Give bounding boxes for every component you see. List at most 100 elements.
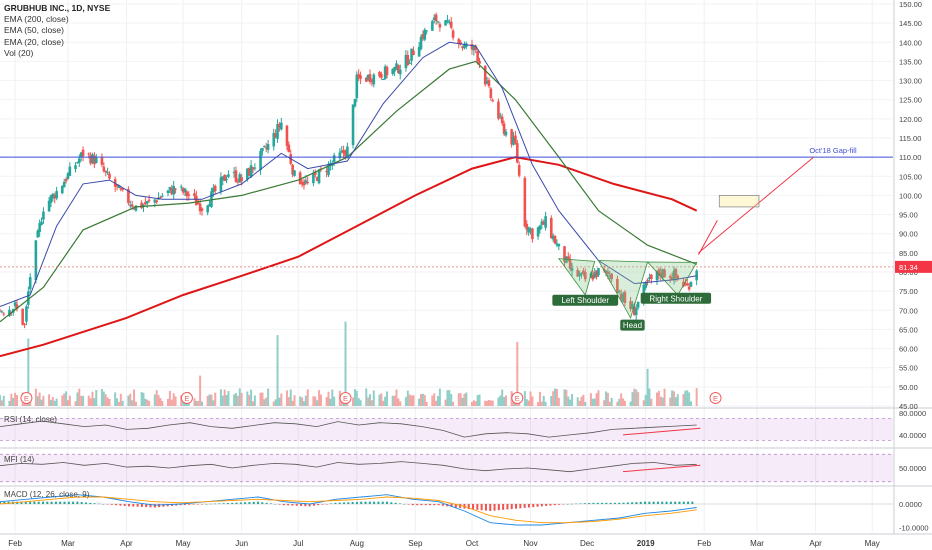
volume-bar xyxy=(55,398,58,406)
volume-bar xyxy=(208,394,211,406)
candle-body xyxy=(472,45,476,51)
volume-bar xyxy=(406,390,409,406)
candle-body xyxy=(227,174,230,177)
volume-bar xyxy=(263,399,266,406)
volume-bar xyxy=(259,392,262,406)
candle-body xyxy=(432,17,436,20)
macd-histogram-bar xyxy=(278,504,281,505)
volume-bar xyxy=(603,400,606,406)
volume-bar xyxy=(2,395,5,406)
volume-bar xyxy=(93,398,96,406)
y-tick-label: 45.00 xyxy=(899,402,918,411)
macd-histogram-bar xyxy=(652,501,655,504)
candle-body xyxy=(312,173,315,184)
candle-body xyxy=(127,189,130,203)
volume-bar xyxy=(301,397,304,406)
volume-bar xyxy=(223,389,226,406)
candle-body xyxy=(94,157,98,163)
earnings-marker-2 xyxy=(339,392,352,404)
volume-legend: Vol (20) xyxy=(4,47,34,58)
candle-body xyxy=(76,162,79,164)
volume-bar xyxy=(82,395,85,406)
macd-histogram-bar xyxy=(334,502,337,504)
left-shoulder-label-bg xyxy=(552,294,619,306)
macd-histogram-bar xyxy=(588,503,591,504)
candle-body xyxy=(476,50,479,62)
volume-bar xyxy=(491,400,494,406)
candle-body xyxy=(327,163,330,176)
candle-body xyxy=(551,235,555,240)
volume-bar xyxy=(593,398,596,406)
candle-body xyxy=(147,199,151,201)
volume-bar xyxy=(656,392,659,406)
candle-body xyxy=(385,66,389,75)
volume-bar xyxy=(552,391,555,406)
candle-body xyxy=(485,81,489,84)
macd-histogram-bar xyxy=(89,502,92,504)
macd-histogram-bar xyxy=(429,504,432,506)
volume-bar xyxy=(689,401,692,406)
volume-bar xyxy=(246,391,249,406)
volume-bar xyxy=(248,394,251,406)
candle-body xyxy=(364,77,368,82)
volume-bar xyxy=(372,390,375,406)
macd-histogram-bar xyxy=(639,501,642,504)
y-tick-label: 130.00 xyxy=(899,77,922,86)
macd-histogram-bar xyxy=(527,504,530,508)
x-tick-label: Oct xyxy=(466,539,479,548)
candle-body xyxy=(15,304,19,309)
candle-body xyxy=(504,131,508,136)
candle-body xyxy=(636,301,640,308)
volume-bar xyxy=(0,395,1,406)
candle-body xyxy=(459,42,462,45)
volume-bar xyxy=(212,400,215,406)
volume-bar xyxy=(648,388,651,406)
macd-histogram-bar xyxy=(502,504,505,510)
x-tick-label: Dec xyxy=(580,539,594,548)
volume-bar xyxy=(91,391,94,406)
y-tick-label: 100.00 xyxy=(899,191,922,200)
volume-bar xyxy=(438,388,441,406)
candle-body xyxy=(108,173,111,179)
candle-body xyxy=(47,200,51,212)
target-box xyxy=(718,195,760,208)
candle-body xyxy=(306,182,310,184)
macd-histogram-bar xyxy=(523,504,526,508)
volume-bar xyxy=(34,388,37,406)
candle-body xyxy=(616,278,619,294)
arrow-to-box xyxy=(698,220,718,256)
volume-bar xyxy=(425,401,428,406)
volume-bar xyxy=(537,401,540,406)
candle-body xyxy=(602,268,606,271)
volume-bar xyxy=(523,391,526,406)
macd-histogram-bar xyxy=(214,503,217,505)
volume-bar xyxy=(474,401,477,406)
candle-body xyxy=(115,184,119,187)
volume-bar xyxy=(684,390,687,406)
volume-bar xyxy=(554,388,557,406)
volume-bar xyxy=(563,389,566,406)
candle-body xyxy=(36,230,40,238)
macd-histogram-bar xyxy=(171,504,174,506)
earnings-letter-2: E xyxy=(343,394,348,403)
volume-bar xyxy=(555,388,558,406)
candle-body xyxy=(565,256,568,263)
macd-histogram-bar xyxy=(46,501,49,504)
candle-body xyxy=(610,273,613,280)
candle-body xyxy=(684,283,687,285)
macd-histogram-bar xyxy=(140,504,143,507)
candle-body xyxy=(117,185,121,188)
y-tick-label: 145.00 xyxy=(899,19,922,28)
candle-body xyxy=(317,169,321,184)
volume-bar xyxy=(650,398,653,406)
volume-bar xyxy=(571,393,574,406)
candle-body xyxy=(578,273,581,277)
candle-body xyxy=(553,236,557,244)
macd-histogram-bar xyxy=(398,503,401,504)
candle-body xyxy=(461,46,464,49)
volume-bar xyxy=(657,390,660,406)
candle-body xyxy=(272,132,276,147)
candle-body xyxy=(623,291,627,303)
macd-histogram-bar xyxy=(519,504,522,509)
